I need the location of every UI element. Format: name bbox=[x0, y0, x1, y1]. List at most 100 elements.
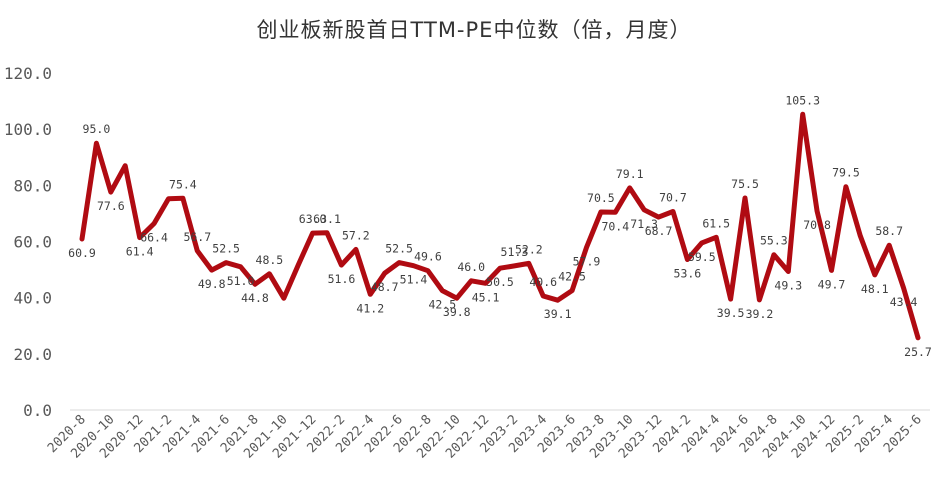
data-point bbox=[599, 210, 603, 214]
data-label: 49.6 bbox=[414, 250, 442, 264]
data-label: 46.0 bbox=[457, 260, 485, 274]
y-tick-label: 60.0 bbox=[13, 233, 52, 252]
data-label: 66.4 bbox=[140, 231, 168, 245]
data-point bbox=[94, 141, 98, 145]
data-point bbox=[354, 247, 358, 251]
data-point bbox=[830, 268, 834, 272]
data-labels: 60.9 95.0 77.6 61.466.4 75.4 56.7 49.8 52.5 51.0… bbox=[68, 93, 932, 359]
data-label: 61.4 bbox=[126, 245, 154, 259]
data-point bbox=[757, 298, 761, 302]
data-point bbox=[383, 271, 387, 275]
data-point bbox=[657, 215, 661, 219]
data-label: 50.5 bbox=[486, 275, 514, 289]
data-point bbox=[541, 294, 545, 298]
data-label: 68.7 bbox=[645, 224, 673, 238]
data-point bbox=[887, 243, 891, 247]
data-point bbox=[195, 249, 199, 253]
data-point bbox=[873, 273, 877, 277]
data-label: 63.0 bbox=[299, 212, 327, 226]
data-label: 39.5 bbox=[717, 306, 745, 320]
data-label: 71.3 bbox=[630, 217, 658, 231]
data-label: 44.8 bbox=[241, 291, 269, 305]
data-point bbox=[339, 263, 343, 267]
data-point bbox=[210, 268, 214, 272]
data-label: 39.2 bbox=[746, 307, 774, 321]
data-point bbox=[527, 261, 531, 265]
data-label: 70.4 bbox=[601, 219, 629, 233]
data-point bbox=[916, 336, 920, 340]
y-tick-label: 120.0 bbox=[4, 64, 52, 83]
data-label: 51.4 bbox=[400, 273, 428, 287]
y-axis-ticks: 0.0 20.0 40.0 60.0 80.0 100.0 120.0 bbox=[4, 64, 52, 420]
data-point bbox=[166, 197, 170, 201]
data-label: 70.7 bbox=[659, 190, 687, 204]
data-point bbox=[455, 296, 459, 300]
data-point bbox=[714, 235, 718, 239]
data-point bbox=[138, 236, 142, 240]
y-tick-label: 100.0 bbox=[4, 120, 52, 139]
data-label: 51.0 bbox=[227, 274, 255, 288]
data-point bbox=[584, 245, 588, 249]
data-label: 45.1 bbox=[472, 290, 500, 304]
data-point bbox=[628, 186, 632, 190]
data-point bbox=[642, 208, 646, 212]
data-label: 75.5 bbox=[731, 177, 759, 191]
data-point bbox=[484, 281, 488, 285]
data-label: 79.1 bbox=[616, 167, 644, 181]
data-point bbox=[858, 234, 862, 238]
data-label: 60.9 bbox=[68, 246, 96, 260]
data-point bbox=[556, 298, 560, 302]
data-label: 41.2 bbox=[356, 301, 384, 315]
data-point bbox=[700, 241, 704, 245]
series-group bbox=[79, 111, 921, 341]
series-line bbox=[79, 111, 921, 341]
data-point bbox=[397, 261, 401, 265]
data-label: 75.4 bbox=[169, 177, 197, 191]
data-label: 51.6 bbox=[328, 272, 356, 286]
data-point bbox=[469, 279, 473, 283]
data-label: 63.1 bbox=[313, 212, 341, 226]
x-axis-ticks: 2020-82020-102020-122021-22021-42021-620… bbox=[45, 412, 925, 461]
data-point bbox=[729, 297, 733, 301]
data-point bbox=[801, 112, 805, 116]
data-label: 70.5 bbox=[587, 191, 615, 205]
data-point bbox=[80, 237, 84, 241]
data-point bbox=[109, 190, 113, 194]
data-point bbox=[123, 164, 127, 168]
data-label: 43.4 bbox=[890, 295, 918, 309]
y-tick-label: 40.0 bbox=[13, 289, 52, 308]
data-point bbox=[570, 289, 574, 293]
data-label: 56.7 bbox=[183, 230, 211, 244]
data-point bbox=[743, 196, 747, 200]
data-point bbox=[844, 185, 848, 189]
data-point bbox=[282, 296, 286, 300]
data-label: 61.5 bbox=[702, 216, 730, 230]
data-label: 57.2 bbox=[342, 228, 370, 242]
data-point bbox=[412, 264, 416, 268]
y-tick-label: 80.0 bbox=[13, 176, 52, 195]
data-label: 42.5 bbox=[558, 270, 586, 284]
data-point bbox=[181, 196, 185, 200]
y-tick-label: 20.0 bbox=[13, 345, 52, 364]
data-label: 51.3 bbox=[501, 245, 529, 259]
data-label: 57.9 bbox=[573, 254, 601, 268]
data-label: 105.3 bbox=[785, 93, 820, 107]
data-point bbox=[772, 253, 776, 257]
chart-title: 创业板新股首日TTM-PE中位数（倍，月度） bbox=[256, 18, 692, 42]
data-point bbox=[239, 265, 243, 269]
data-point bbox=[512, 264, 516, 268]
data-label: 48.1 bbox=[861, 282, 889, 296]
data-label: 53.6 bbox=[674, 266, 702, 280]
data-point bbox=[613, 210, 617, 214]
data-label: 42.5 bbox=[428, 298, 456, 312]
data-point bbox=[902, 286, 906, 290]
data-label: 48.5 bbox=[256, 253, 284, 267]
data-label: 70.8 bbox=[803, 218, 831, 232]
data-label: 59.5 bbox=[688, 250, 716, 264]
data-point bbox=[671, 209, 675, 213]
data-label: 40.6 bbox=[529, 275, 557, 289]
data-label: 49.8 bbox=[198, 277, 226, 291]
data-label: 52.5 bbox=[212, 242, 240, 256]
data-label: 58.7 bbox=[875, 224, 903, 238]
